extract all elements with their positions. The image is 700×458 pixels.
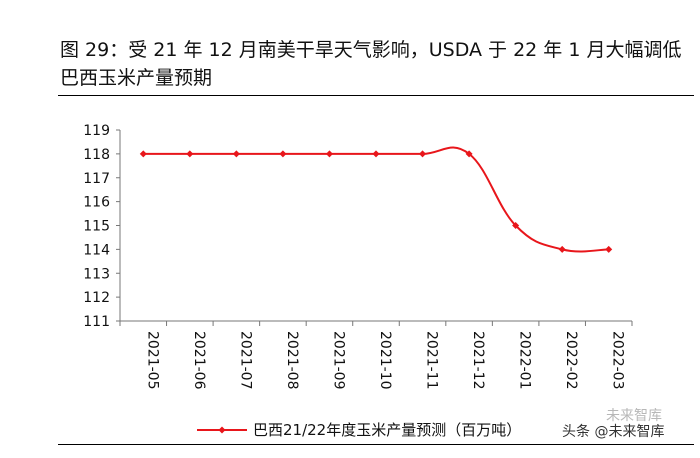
- y-tick-label: 119: [83, 123, 110, 139]
- x-tick-label: 2021-09: [330, 331, 346, 390]
- y-tick-label: 112: [83, 290, 110, 306]
- data-point: [279, 150, 287, 158]
- title-rule: [58, 95, 694, 96]
- series-line: [143, 146, 609, 253]
- y-tick-label: 115: [83, 219, 110, 235]
- x-tick-label: 2021-11: [424, 331, 440, 390]
- data-point: [139, 150, 147, 158]
- data-point: [372, 150, 380, 158]
- x-tick-label: 2021-10: [377, 331, 393, 390]
- x-tick-label: 2021-06: [191, 331, 207, 390]
- x-tick-label: 2022-01: [517, 331, 533, 390]
- chart-legend: 巴西21/22年度玉米产量预测（百万吨）: [197, 421, 521, 439]
- y-tick-label: 114: [83, 242, 110, 258]
- watermark-text: 头条 @未来智库: [562, 423, 664, 440]
- series-layer: [139, 146, 613, 253]
- data-point: [465, 150, 473, 158]
- data-point: [605, 245, 613, 253]
- data-point: [558, 245, 566, 253]
- chart-axes: [119, 130, 632, 322]
- y-tick-label: 116: [83, 195, 110, 211]
- x-tick-label: 2021-12: [470, 331, 486, 390]
- y-tick-label: 118: [83, 147, 110, 163]
- x-tick-label: 2022-03: [610, 331, 626, 390]
- x-axis-ticks: 2021-05 2021-06 2021-07 2021-08 2021-09 2021-…: [119, 321, 633, 390]
- legend-label: 巴西21/22年度玉米产量预测（百万吨）: [253, 421, 521, 439]
- data-point: [186, 150, 194, 158]
- data-point: [419, 150, 427, 158]
- x-tick-label: 2021-07: [237, 331, 253, 390]
- chart-title: 图 29：受 21 年 12 月南美干旱天气影响，USDA 于 22 年 1 月…: [60, 39, 682, 89]
- data-point: [232, 150, 240, 158]
- data-point: [325, 150, 333, 158]
- data-point: [512, 222, 520, 229]
- x-tick-label: 2022-02: [563, 331, 579, 390]
- legend-swatch-marker: [218, 426, 226, 434]
- x-tick-label: 2021-05: [144, 331, 160, 390]
- x-tick-label: 2021-08: [284, 331, 300, 390]
- watermark-faded-text: 未来智库: [606, 408, 662, 424]
- y-axis-ticks: 111 112 113 114 115 116 117 118 119: [83, 123, 120, 330]
- y-tick-label: 117: [83, 171, 110, 187]
- bottom-rule: [58, 444, 694, 445]
- y-tick-label: 113: [83, 266, 110, 282]
- y-tick-label: 111: [83, 314, 110, 330]
